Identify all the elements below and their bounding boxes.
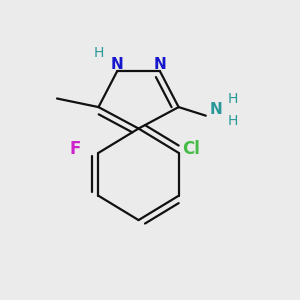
Text: H: H [228, 92, 238, 106]
Text: Cl: Cl [182, 140, 200, 158]
Text: N: N [209, 102, 222, 117]
Text: F: F [69, 140, 81, 158]
Text: H: H [228, 114, 238, 128]
Text: N: N [154, 57, 166, 72]
Text: H: H [93, 46, 104, 60]
Text: N: N [111, 57, 124, 72]
